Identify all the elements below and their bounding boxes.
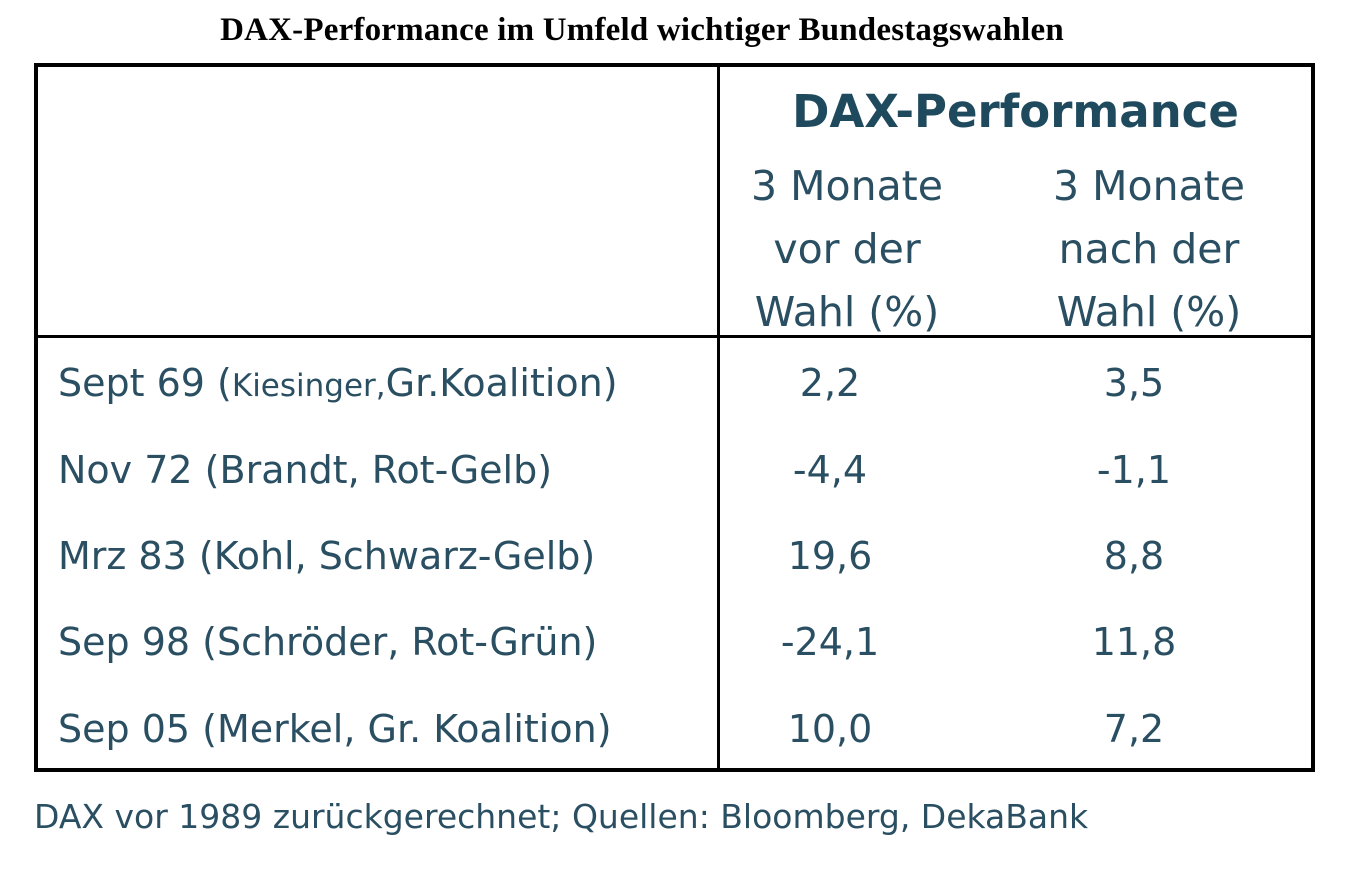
value-before: 19,6 xyxy=(787,534,873,578)
column-header-line: Wahl (%) xyxy=(1056,288,1242,336)
value-after: -1,1 xyxy=(1096,448,1172,492)
column-header-line: nach der xyxy=(1058,225,1240,273)
table-row: Sep 05 (Merkel, Gr. Koalition) 10,0 7,2 xyxy=(38,699,1311,759)
row-label-main: Sep 98 (Schröder, Rot-Grün) xyxy=(58,620,598,664)
value-after: 8,8 xyxy=(1103,534,1165,578)
row-label: Sep 98 (Schröder, Rot-Grün) xyxy=(58,612,597,672)
group-header: DAX-Performance xyxy=(792,85,1239,138)
column-header-after: 3 Monate nach der Wahl (%) xyxy=(1004,155,1294,344)
column-header-line: vor der xyxy=(773,225,921,273)
value-after: 3,5 xyxy=(1103,361,1165,405)
source-footnote: DAX vor 1989 zurückgerechnet; Quellen: B… xyxy=(34,797,1089,836)
row-label: Sep 05 (Merkel, Gr. Koalition) xyxy=(58,699,612,759)
row-label-main: Sep 05 (Merkel, Gr. Koalition) xyxy=(58,707,612,751)
column-header-line: 3 Monate xyxy=(1053,162,1245,210)
column-divider xyxy=(717,67,720,768)
chart-title: DAX-Performance im Umfeld wichtiger Bund… xyxy=(220,12,1064,48)
value-after: 11,8 xyxy=(1091,620,1177,664)
value-before: 10,0 xyxy=(787,707,873,751)
table-row: Nov 72 (Brandt, Rot-Gelb) -4,4 -1,1 xyxy=(38,440,1311,500)
column-header-before: 3 Monate vor der Wahl (%) xyxy=(702,155,992,344)
row-label: Sept 69 (Kiesinger,Gr.Koalition) xyxy=(58,353,618,416)
header-divider xyxy=(38,335,1311,338)
column-header-line: 3 Monate xyxy=(751,162,943,210)
row-label-main: Sept 69 ( xyxy=(58,361,232,405)
row-label-rest: Gr.Koalition) xyxy=(385,361,618,405)
row-label-main: Mrz 83 (Kohl, Schwarz-Gelb) xyxy=(58,534,596,578)
column-header-line: Wahl (%) xyxy=(754,288,940,336)
table-row: Mrz 83 (Kohl, Schwarz-Gelb) 19,6 8,8 xyxy=(38,526,1311,586)
table-row: Sep 98 (Schröder, Rot-Grün) -24,1 11,8 xyxy=(38,612,1311,672)
row-label-main: Nov 72 (Brandt, Rot-Gelb) xyxy=(58,448,553,492)
value-before: -4,4 xyxy=(792,448,868,492)
row-label: Mrz 83 (Kohl, Schwarz-Gelb) xyxy=(58,526,595,586)
row-label: Nov 72 (Brandt, Rot-Gelb) xyxy=(58,440,552,500)
value-after: 7,2 xyxy=(1103,707,1165,751)
value-before: 2,2 xyxy=(799,361,861,405)
row-label-small: Kiesinger, xyxy=(231,368,386,404)
data-table: DAX-Performance 3 Monate vor der Wahl (%… xyxy=(34,63,1315,772)
table-row: Sept 69 (Kiesinger,Gr.Koalition) 2,2 3,5 xyxy=(38,353,1311,413)
value-before: -24,1 xyxy=(780,620,880,664)
